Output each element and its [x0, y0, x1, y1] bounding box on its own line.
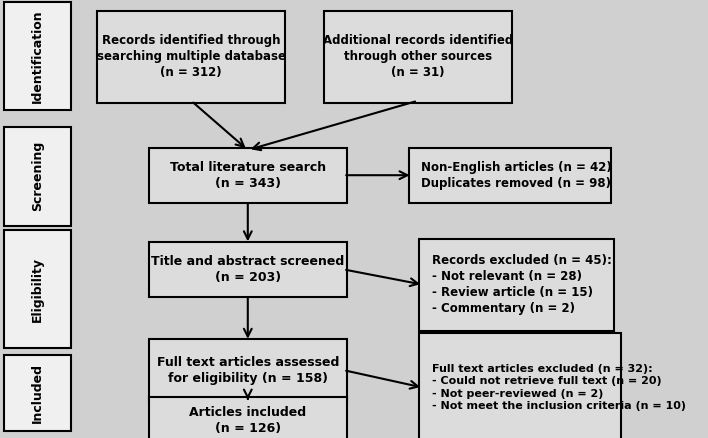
- FancyBboxPatch shape: [409, 148, 610, 202]
- FancyBboxPatch shape: [419, 333, 622, 438]
- Text: Records excluded (n = 45):
- Not relevant (n = 28)
- Review article (n = 15)
- C: Records excluded (n = 45): - Not relevan…: [431, 254, 612, 315]
- FancyBboxPatch shape: [98, 11, 285, 103]
- FancyBboxPatch shape: [324, 11, 511, 103]
- FancyBboxPatch shape: [4, 127, 71, 226]
- Text: Articles included
(n = 126): Articles included (n = 126): [189, 406, 307, 435]
- Text: Additional records identified
through other sources
(n = 31): Additional records identified through ot…: [323, 35, 513, 79]
- FancyBboxPatch shape: [149, 339, 347, 401]
- Text: Included: Included: [30, 363, 44, 423]
- FancyBboxPatch shape: [149, 148, 347, 202]
- FancyBboxPatch shape: [419, 239, 614, 331]
- FancyBboxPatch shape: [149, 398, 347, 438]
- Text: Identification: Identification: [30, 9, 44, 102]
- FancyBboxPatch shape: [149, 242, 347, 297]
- FancyBboxPatch shape: [4, 355, 71, 431]
- Text: Total literature search
(n = 343): Total literature search (n = 343): [170, 161, 326, 190]
- Text: Screening: Screening: [30, 141, 44, 212]
- FancyBboxPatch shape: [4, 230, 71, 348]
- Text: Full text articles excluded (n = 32):
- Could not retrieve full text (n = 20)
- : Full text articles excluded (n = 32): - …: [431, 364, 685, 411]
- Text: Non-English articles (n = 42)
Duplicates removed (n = 98): Non-English articles (n = 42) Duplicates…: [421, 161, 612, 190]
- Text: Title and abstract screened
(n = 203): Title and abstract screened (n = 203): [152, 255, 344, 284]
- Text: Records identified through
searching multiple database
(n = 312): Records identified through searching mul…: [97, 35, 285, 79]
- FancyBboxPatch shape: [4, 2, 71, 110]
- Text: Eligibility: Eligibility: [30, 257, 44, 321]
- Text: Full text articles assessed
for eligibility (n = 158): Full text articles assessed for eligibil…: [156, 356, 339, 385]
